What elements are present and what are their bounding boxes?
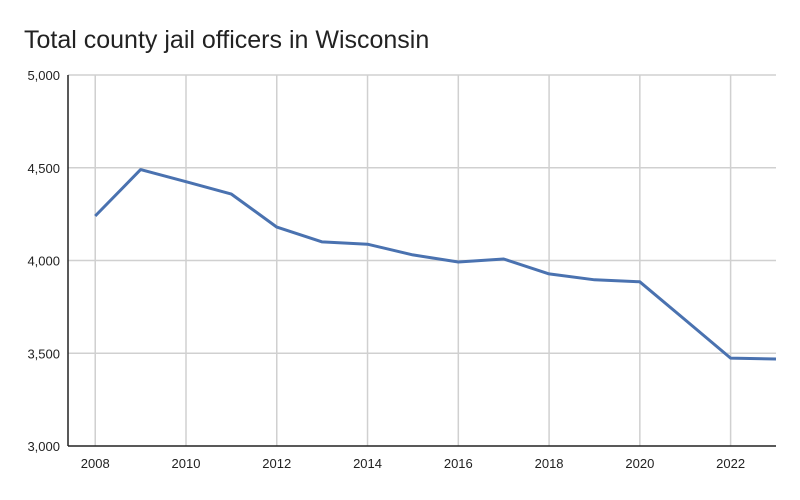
- tick-labels: 3,000 3,500 4,000 4,500 5,000 2008 2010 2012 201…: [27, 68, 745, 471]
- y-tick-label: 3,500: [27, 346, 60, 361]
- axes: [67, 75, 776, 447]
- x-tick-label: 2014: [353, 456, 382, 471]
- series: [94, 168, 777, 361]
- x-tick-label: 2018: [535, 456, 564, 471]
- x-tick-label: 2022: [716, 456, 745, 471]
- x-tick-label: 2020: [625, 456, 654, 471]
- x-tick-label: 2016: [444, 456, 473, 471]
- x-tick-label: 2010: [172, 456, 201, 471]
- y-tick-label: 5,000: [27, 68, 60, 83]
- y-tick-label: 4,000: [27, 254, 60, 269]
- chart-title: Total county jail officers in Wisconsin: [24, 26, 429, 54]
- series-line: [94, 168, 777, 361]
- y-tick-label: 3,000: [27, 439, 60, 454]
- x-tick-label: 2012: [262, 456, 291, 471]
- gridlines: [68, 74, 776, 446]
- x-tick-label: 2008: [81, 456, 110, 471]
- y-tick-label: 4,500: [27, 161, 60, 176]
